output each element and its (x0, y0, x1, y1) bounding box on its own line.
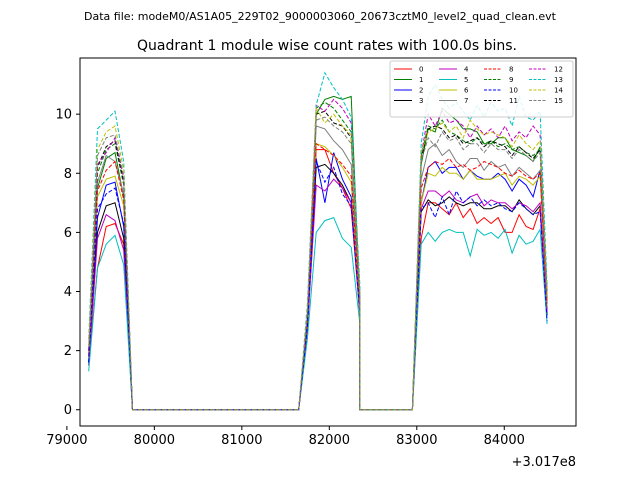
legend-label-2: 2 (419, 87, 423, 95)
legend-label-7: 7 (464, 97, 468, 105)
y-tick-label: 6 (64, 226, 72, 241)
y-tick-label: 2 (64, 344, 72, 359)
legend-label-6: 6 (464, 87, 469, 95)
legend-label-5: 5 (464, 76, 468, 84)
series-line-11 (88, 110, 548, 411)
legend-label-3: 3 (419, 97, 423, 105)
x-tick-label: 80000 (134, 433, 175, 448)
legend-label-11: 11 (509, 97, 518, 105)
x-tick-label: 81000 (221, 433, 262, 448)
series-line-10 (88, 161, 548, 411)
x-tick-label: 82000 (309, 433, 350, 448)
x-offset-label: +3.017e8 (512, 455, 576, 470)
y-tick-label: 8 (64, 167, 72, 182)
axis-ticks: 79000 80000 81000 82000 83000 84000 0 2 4 6 8 10 (46, 108, 525, 448)
data-file-suptitle: Data file: modeM0/AS1A05_229T02_90000030… (84, 10, 557, 23)
series-line-4 (88, 178, 548, 411)
series-line-3 (88, 163, 548, 411)
series-line-14 (88, 106, 548, 411)
y-tick-label: 4 (64, 285, 72, 300)
series-line-8 (88, 142, 548, 411)
chart-title: Quadrant 1 module wise count rates with … (137, 38, 517, 54)
legend-label-1: 1 (419, 76, 423, 84)
x-tick-label: 79000 (46, 433, 87, 448)
series-line-9 (88, 101, 548, 411)
legend-box (389, 60, 574, 118)
y-tick-label: 10 (55, 108, 72, 123)
series-line-2 (88, 152, 548, 411)
legend-label-14: 14 (554, 87, 563, 95)
series-line-5 (88, 216, 548, 411)
series-line-13 (88, 71, 548, 411)
series-line-15 (88, 116, 548, 411)
legend-label-8: 8 (509, 66, 513, 74)
legend-label-12: 12 (554, 66, 563, 74)
legend-label-9: 9 (509, 76, 513, 84)
legend-label-15: 15 (554, 97, 563, 105)
series-line-6 (88, 143, 548, 411)
series-line-0 (88, 149, 548, 411)
legend-label-0: 0 (419, 66, 423, 74)
series-line-1 (88, 95, 548, 411)
plot-frame (79, 57, 577, 427)
legend-label-10: 10 (509, 87, 518, 95)
legend-label-13: 13 (554, 76, 563, 84)
legend-label-4: 4 (464, 66, 469, 74)
y-tick-label: 0 (64, 403, 72, 418)
x-tick-label: 84000 (484, 433, 525, 448)
x-tick-label: 83000 (396, 433, 437, 448)
series-lines (88, 71, 548, 411)
